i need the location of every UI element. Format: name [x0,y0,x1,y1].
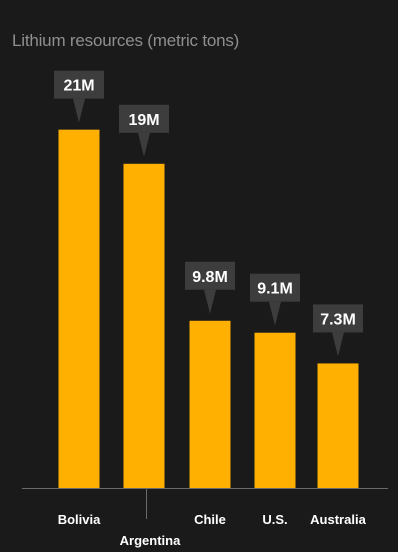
category-label: Argentina [120,533,181,548]
data-label: 9.8M [192,269,228,286]
data-label-pointer [138,132,150,157]
data-label-callout: 9.8M [185,261,235,314]
category-label: U.S. [262,512,287,527]
chart-panel: Lithium resources (metric tons) 21M Boliv… [0,0,398,552]
data-label-box [185,261,235,290]
category-label: Bolivia [58,512,101,527]
data-label-callout: 19M [119,104,169,157]
category-label: Australia [310,512,366,527]
category-label: Chile [194,512,226,527]
data-label-callout: 21M [54,70,104,123]
data-label-pointer [73,98,85,123]
bar-argentina [123,163,165,488]
data-label-callout: 9.1M [250,273,300,326]
chart-title: Lithium resources (metric tons) [12,31,240,50]
data-label: 21M [63,78,94,95]
data-label-pointer [269,301,281,326]
bar-bolivia [58,129,100,488]
data-label: 7.3M [320,311,356,328]
data-label-callout: 7.3M [313,304,363,357]
bar-us [254,332,296,488]
bar-chart: 21M Bolivia 19M Argentina 9.8M Chile 9.1M U.S. 7… [22,70,388,548]
bar-chile [189,320,231,488]
data-label-pointer [204,289,216,314]
data-label-box [313,304,363,333]
bar-australia [317,363,359,488]
data-label-pointer [332,332,344,357]
data-label-box [54,70,104,99]
data-label: 9.1M [257,281,293,298]
data-label-box [250,273,300,302]
data-label-box [119,104,169,133]
data-label: 19M [128,112,159,129]
